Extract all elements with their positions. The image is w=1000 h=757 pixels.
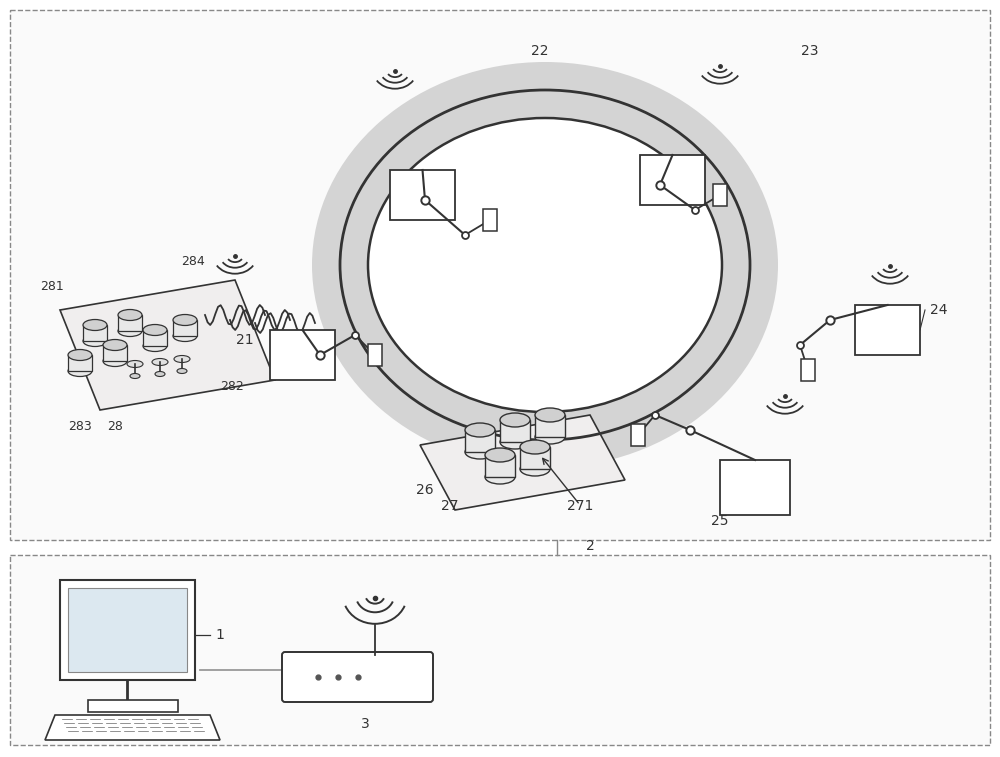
Ellipse shape [500, 435, 530, 449]
Ellipse shape [173, 314, 197, 326]
Bar [390, 170, 455, 220]
Ellipse shape [118, 310, 142, 320]
Ellipse shape [465, 423, 495, 437]
Ellipse shape [130, 373, 140, 378]
Ellipse shape [103, 339, 127, 350]
Ellipse shape [155, 372, 165, 376]
Text: 25: 25 [711, 514, 729, 528]
Ellipse shape [535, 408, 565, 422]
Bar [10, 555, 990, 745]
Bar [720, 460, 790, 515]
Bar [68, 355, 92, 371]
Text: 3: 3 [361, 717, 369, 731]
Text: 284: 284 [181, 255, 205, 268]
Polygon shape [45, 715, 220, 740]
Bar [465, 430, 495, 452]
Ellipse shape [368, 118, 722, 412]
Bar [713, 184, 727, 206]
Bar [118, 315, 142, 331]
Text: 22: 22 [531, 44, 549, 58]
Bar [631, 424, 645, 446]
Bar [855, 305, 920, 355]
Text: 282: 282 [220, 380, 244, 393]
Bar [483, 209, 497, 231]
Text: 28: 28 [107, 420, 123, 433]
Text: 21: 21 [236, 333, 254, 347]
Bar [173, 320, 197, 336]
Bar [500, 420, 530, 442]
Bar [640, 155, 705, 205]
FancyBboxPatch shape [282, 652, 433, 702]
Ellipse shape [143, 341, 167, 351]
Ellipse shape [127, 360, 143, 367]
Text: 281: 281 [40, 280, 64, 293]
Text: 271: 271 [567, 499, 593, 513]
Ellipse shape [143, 325, 167, 335]
Text: 1: 1 [215, 628, 224, 642]
Text: 2: 2 [586, 539, 594, 553]
Ellipse shape [174, 356, 190, 363]
Text: 24: 24 [930, 303, 948, 317]
Text: 26: 26 [416, 483, 434, 497]
Bar [520, 447, 550, 469]
Ellipse shape [485, 470, 515, 484]
Bar [368, 344, 382, 366]
Ellipse shape [118, 326, 142, 337]
Ellipse shape [520, 440, 550, 454]
Ellipse shape [312, 62, 778, 468]
Ellipse shape [103, 356, 127, 366]
Ellipse shape [173, 331, 197, 341]
Ellipse shape [68, 366, 92, 376]
Bar [60, 580, 195, 680]
Ellipse shape [465, 445, 495, 459]
Text: 27: 27 [441, 499, 459, 513]
Ellipse shape [535, 430, 565, 444]
Bar [143, 330, 167, 346]
Ellipse shape [83, 319, 107, 331]
Bar [103, 345, 127, 361]
Text: 283: 283 [68, 420, 92, 433]
Polygon shape [60, 280, 275, 410]
Bar [801, 359, 815, 381]
Bar [485, 455, 515, 477]
Polygon shape [420, 415, 625, 510]
Bar [68, 588, 187, 672]
Bar [10, 10, 990, 540]
Text: 23: 23 [801, 44, 819, 58]
Ellipse shape [177, 369, 187, 373]
Ellipse shape [500, 413, 530, 427]
Bar [88, 700, 178, 712]
Bar [83, 325, 107, 341]
Bar [270, 330, 335, 380]
Ellipse shape [83, 335, 107, 347]
Bar [535, 415, 565, 437]
Ellipse shape [68, 350, 92, 360]
Ellipse shape [485, 448, 515, 462]
Ellipse shape [520, 462, 550, 476]
Ellipse shape [152, 359, 168, 366]
